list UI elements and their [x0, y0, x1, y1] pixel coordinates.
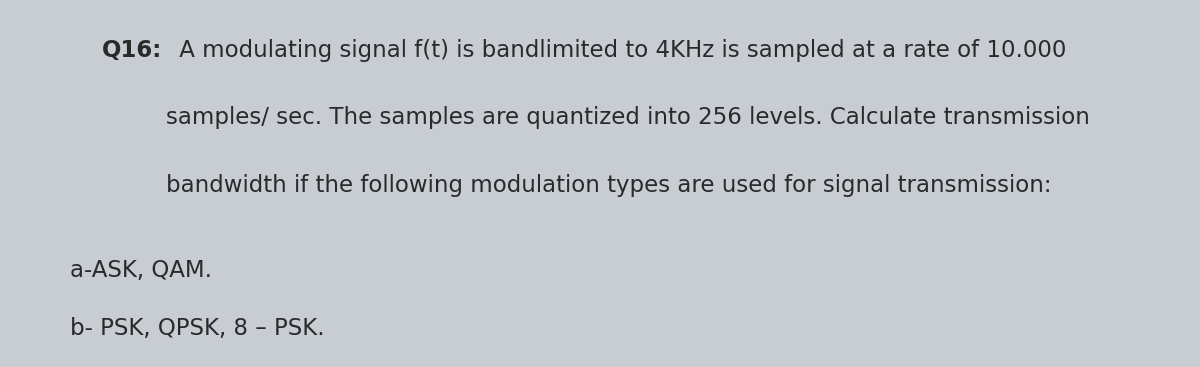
Text: a-ASK, QAM.: a-ASK, QAM. — [70, 259, 211, 282]
Text: samples/ sec. The samples are quantized into 256 levels. Calculate transmission: samples/ sec. The samples are quantized … — [166, 106, 1090, 130]
Text: A modulating signal f(t) is bandlimited to 4KHz is sampled at a rate of 10.000: A modulating signal f(t) is bandlimited … — [172, 39, 1066, 62]
Text: b- PSK, QPSK, 8 – PSK.: b- PSK, QPSK, 8 – PSK. — [70, 317, 324, 341]
Text: bandwidth if the following modulation types are used for signal transmission:: bandwidth if the following modulation ty… — [166, 174, 1051, 197]
Text: Q16:: Q16: — [102, 39, 162, 62]
